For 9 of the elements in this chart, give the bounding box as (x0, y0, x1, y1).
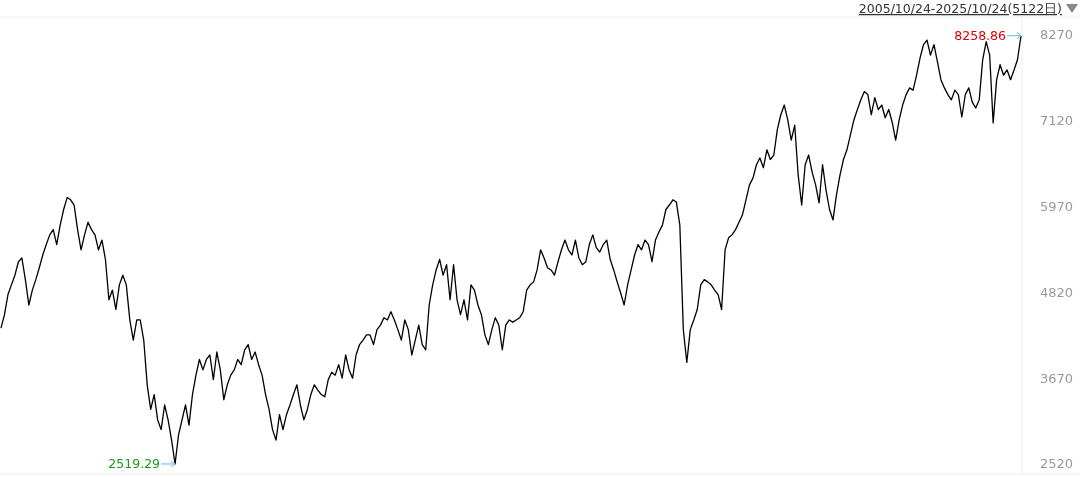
annotation: 2519.29 (108, 456, 161, 472)
y-tick-label: 5970 (1040, 199, 1074, 215)
y-tick-label: 4820 (1040, 284, 1074, 300)
y-tick-label: 8270 (1040, 27, 1074, 43)
y-tick-label: 2520 (1040, 456, 1074, 472)
annotation: 8258.86 (954, 28, 1007, 44)
y-tick-label: 7120 (1040, 113, 1074, 129)
chart-title: 2005/10/24-2025/10/24(5122日) (858, 1, 1062, 16)
y-tick-label: 3670 (1040, 370, 1074, 386)
